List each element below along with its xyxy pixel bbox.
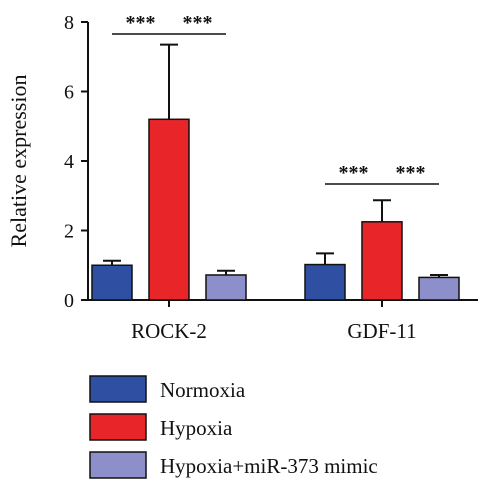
significance-label: *** [339, 162, 369, 184]
y-tick-label: 8 [64, 12, 74, 34]
axes: 0 2 4 6 8 Relative expression ROCK-2 GDF-11 [6, 12, 478, 343]
legend-label: Hypoxia+miR-373 mimic [160, 454, 378, 478]
legend-swatch [89, 451, 147, 479]
x-category-label: GDF-11 [347, 319, 416, 343]
y-axis-label: Relative expression [6, 75, 31, 248]
significance-label: *** [183, 12, 213, 34]
bar [304, 263, 346, 301]
x-category-label: ROCK-2 [131, 319, 207, 343]
y-tick-label: 6 [64, 82, 74, 104]
significance-brackets: *** *** *** *** [112, 12, 439, 185]
bar [361, 221, 403, 301]
legend-swatch [89, 375, 147, 403]
bar [205, 274, 247, 301]
significance-label: *** [126, 12, 156, 34]
significance-label: *** [396, 162, 426, 184]
bar [91, 264, 133, 301]
legend: Normoxia Hypoxia Hypoxia+miR-373 mimic [89, 375, 378, 479]
bar [148, 118, 190, 301]
legend-label: Normoxia [160, 378, 246, 402]
y-tick-label: 2 [64, 221, 74, 243]
y-tick-label: 4 [64, 151, 74, 173]
y-tick-label: 0 [64, 290, 74, 312]
bar [418, 276, 460, 301]
legend-label: Hypoxia [160, 416, 233, 440]
legend-swatch [89, 413, 147, 441]
bars [91, 43, 460, 301]
